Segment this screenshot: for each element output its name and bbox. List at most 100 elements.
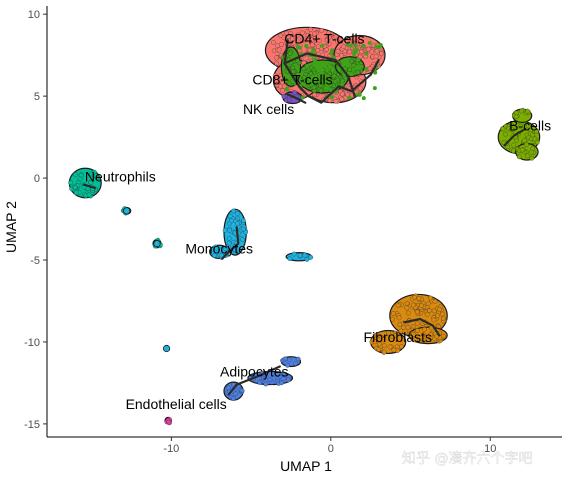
cluster-label: Endothelial cells: [126, 396, 227, 412]
cell-point: [386, 330, 391, 336]
cell-point: [240, 237, 245, 242]
cluster-label: CD4+ T-cells: [284, 31, 364, 47]
cell-point: [214, 245, 219, 251]
cell-point: [374, 332, 380, 338]
cell-point: [391, 311, 396, 316]
cell-point: [278, 83, 283, 89]
trajectories-layer: [82, 39, 527, 396]
cell-point: [309, 65, 314, 71]
cell-point: [347, 95, 352, 100]
cell-point: [500, 126, 506, 132]
cluster-label: Neutrophils: [85, 168, 156, 184]
y-tick-label: -15: [24, 419, 40, 431]
cell-point: [518, 123, 523, 129]
cell-point: [404, 305, 410, 311]
stray-point: [123, 207, 131, 215]
cell-point: [333, 34, 339, 40]
cell-point: [340, 82, 345, 87]
cell-point: [516, 154, 522, 160]
cluster-monocytes: [209, 208, 314, 262]
cell-point: [235, 211, 241, 216]
cell-point: [308, 27, 313, 32]
trajectory-line: [82, 183, 96, 189]
cell-point: [317, 76, 322, 81]
cell-point: [432, 298, 438, 304]
cell-point: [349, 58, 354, 64]
cell-point: [387, 344, 393, 350]
cell-point: [390, 316, 396, 322]
cell-point: [309, 42, 315, 48]
cell-point: [291, 251, 297, 257]
cell-point: [297, 253, 303, 258]
cell-point: [435, 313, 440, 319]
trajectory-line: [286, 93, 307, 104]
cell-point: [302, 252, 308, 258]
cell-point: [88, 180, 94, 185]
cell-point: [521, 138, 527, 144]
cell-point: [379, 51, 384, 56]
cell-point: [319, 28, 324, 33]
cell-point: [226, 236, 232, 241]
cell-point: [439, 311, 445, 317]
cell-point: [295, 356, 301, 362]
y-tick-label: -5: [30, 255, 40, 267]
cell-point: [357, 65, 362, 70]
cell-point: [348, 43, 353, 48]
cell-point: [295, 32, 301, 38]
cell-point: [525, 123, 531, 129]
cell-point: [326, 41, 332, 47]
cell-point: [239, 388, 245, 393]
cell-point: [311, 47, 316, 52]
cell-point: [415, 328, 420, 333]
cell-point: [312, 31, 317, 37]
cell-point: [366, 46, 371, 52]
cluster-label: NK cells: [243, 101, 294, 117]
cell-point: [320, 43, 325, 48]
cell-point: [72, 185, 78, 190]
cell-point: [340, 59, 345, 64]
cell-point: [243, 229, 249, 235]
cell-point: [412, 337, 418, 343]
cell-point: [270, 40, 276, 45]
cell-point: [227, 227, 232, 233]
cell-point: [287, 51, 293, 56]
cell-point: [229, 218, 234, 224]
cell-point: [513, 114, 519, 120]
cell-point: [299, 72, 304, 77]
cluster-label: Monocytes: [185, 240, 253, 256]
cell-point: [328, 81, 333, 86]
trajectory-line: [503, 127, 527, 147]
cell-point: [376, 337, 382, 343]
cell-point: [315, 48, 321, 53]
cell-point: [226, 385, 231, 391]
y-tick-label: 5: [34, 91, 40, 103]
cell-point: [372, 86, 377, 91]
cell-point: [290, 36, 295, 42]
cell-point: [364, 51, 369, 56]
cell-point: [287, 97, 292, 103]
cell-point: [285, 362, 290, 368]
trajectory-line: [221, 226, 240, 260]
cell-point: [339, 53, 344, 58]
cell-point: [226, 240, 232, 246]
cell-point: [425, 301, 431, 307]
cell-point: [280, 88, 285, 93]
cell-point: [356, 57, 361, 62]
cell-point: [263, 381, 269, 387]
cluster-label: Fibroblasts: [364, 329, 432, 345]
cluster-b-cells: [497, 107, 541, 161]
cell-point: [275, 372, 280, 377]
cell-point: [300, 30, 305, 36]
cell-point: [412, 294, 417, 300]
cell-point: [335, 48, 341, 54]
trajectory-line: [283, 52, 356, 98]
cell-point: [440, 315, 446, 321]
cell-point: [422, 326, 427, 332]
cell-point: [331, 73, 337, 79]
cell-point: [511, 142, 516, 148]
axes-layer: -10 0 10 10 5 0 -5 -10 -15: [24, 6, 562, 455]
cell-point: [86, 192, 92, 198]
cluster-label: Adipocytes: [220, 363, 288, 379]
cell-point: [431, 308, 437, 314]
cell-point: [364, 66, 369, 71]
